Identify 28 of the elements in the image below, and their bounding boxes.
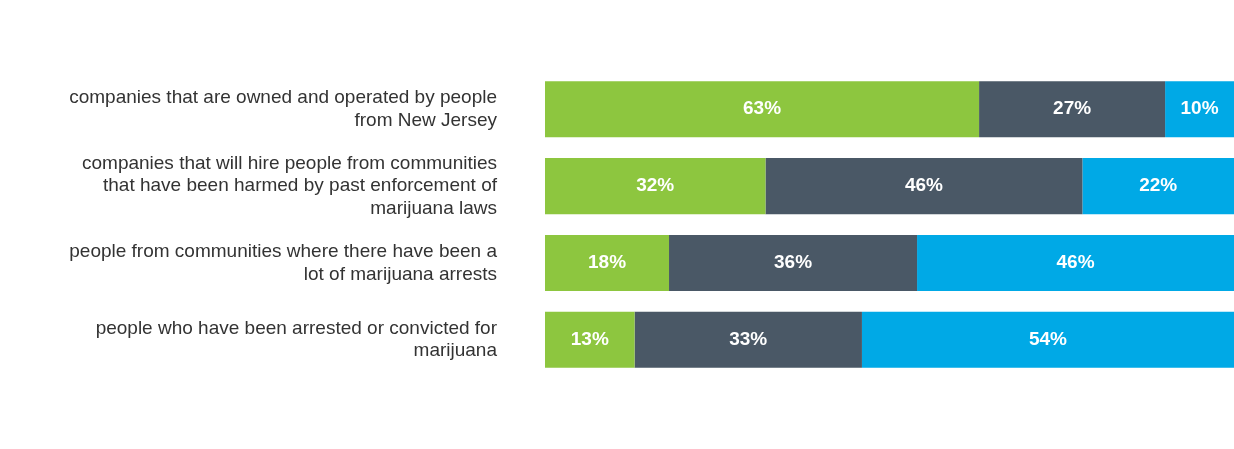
bar (1165, 81, 1234, 138)
bar (861, 311, 1234, 368)
data-label: 36% (774, 251, 813, 273)
data-label: 33% (729, 328, 768, 350)
bar (545, 158, 766, 215)
y-tick-label: people who have been arrested or convicted for marijuana (95, 316, 498, 361)
y-tick-label: companies that will hire people from communities that have been harmed by past enforcement of marijuana laws (81, 151, 498, 219)
data-label: 27% (1053, 97, 1092, 119)
data-label: 13% (570, 328, 609, 350)
bar (669, 234, 918, 291)
bar (979, 81, 1166, 138)
bar (545, 81, 980, 138)
bar (1082, 158, 1234, 215)
data-label: 46% (904, 174, 944, 196)
bar (545, 234, 670, 291)
y-tick-label: people from communities where there have been a lot of marijuana arrests (69, 239, 498, 284)
data-label: 22% (1139, 174, 1178, 196)
bar (634, 311, 862, 368)
data-label: 32% (636, 174, 675, 196)
data-label: 54% (1028, 328, 1068, 350)
data-label: 63% (743, 97, 782, 119)
data-label: 46% (1056, 251, 1095, 273)
bar (917, 234, 1234, 291)
bar (765, 158, 1083, 215)
data-label: 10% (1180, 97, 1219, 119)
bar (545, 311, 635, 368)
data-label: 18% (587, 251, 627, 273)
y-tick-label: companies that are owned and operated by people from New Jersey (69, 86, 498, 130)
